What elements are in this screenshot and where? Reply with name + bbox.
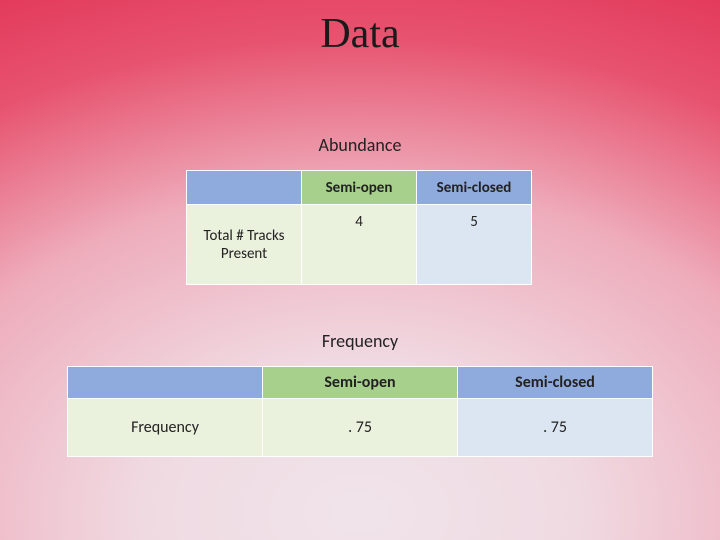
page-title: Data [0, 10, 720, 58]
frequency-table: Semi-open Semi-closed Frequency . 75 . 7… [67, 366, 653, 457]
abundance-header-semi-open: Semi-open [302, 171, 417, 205]
frequency-header-blank [68, 367, 263, 399]
slide: Data Abundance Semi-open Semi-closed Tot… [0, 0, 720, 540]
table-row: Frequency . 75 . 75 [68, 399, 653, 457]
table-header-row: Semi-open Semi-closed [68, 367, 653, 399]
frequency-cell-semi-open: . 75 [263, 399, 458, 457]
abundance-header-semi-closed: Semi-closed [417, 171, 532, 205]
abundance-cell-semi-open: 4 [302, 205, 417, 285]
abundance-cell-semi-closed: 5 [417, 205, 532, 285]
abundance-header-blank [187, 171, 302, 205]
frequency-cell-semi-closed: . 75 [458, 399, 653, 457]
abundance-section-label: Abundance [0, 134, 720, 156]
table-row: Total # Tracks Present 4 5 [187, 205, 532, 285]
abundance-table: Semi-open Semi-closed Total # Tracks Pre… [186, 170, 532, 285]
frequency-section-label: Frequency [0, 330, 720, 352]
table-header-row: Semi-open Semi-closed [187, 171, 532, 205]
abundance-row-label: Total # Tracks Present [187, 205, 302, 285]
frequency-header-semi-open: Semi-open [263, 367, 458, 399]
frequency-row-label: Frequency [68, 399, 263, 457]
frequency-header-semi-closed: Semi-closed [458, 367, 653, 399]
